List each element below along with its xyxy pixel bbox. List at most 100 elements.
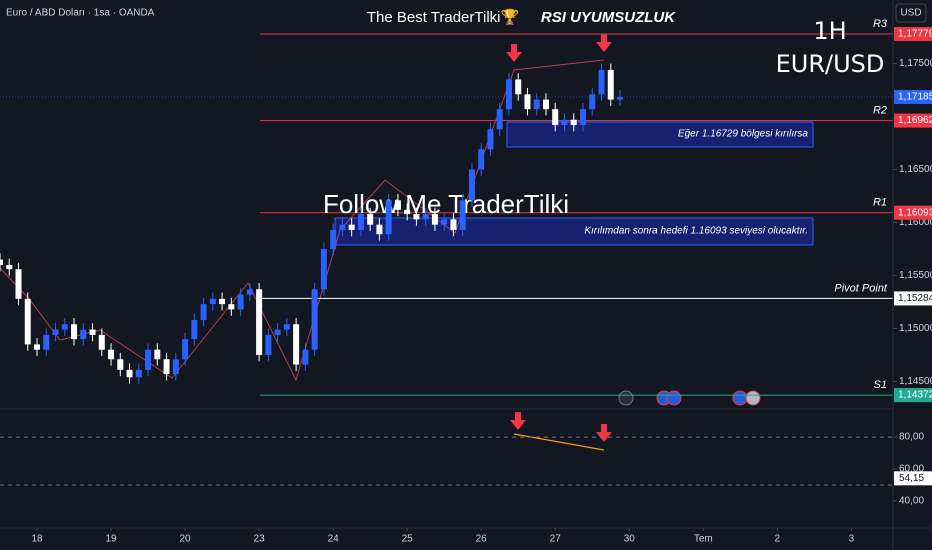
x-tick-label: 18	[31, 534, 43, 545]
candle-body	[117, 359, 124, 370]
candle-body	[413, 214, 420, 220]
candle-body	[34, 344, 41, 350]
rsi-last-label: 54,15	[899, 473, 924, 484]
x-tick-label: 19	[105, 534, 117, 545]
candle-body	[191, 320, 198, 340]
candle-body	[145, 349, 152, 370]
candle-body	[274, 329, 281, 335]
candle-body	[524, 94, 531, 110]
y-tick-label: 1,16500	[899, 164, 932, 175]
level-price-label: 1,16093	[898, 207, 932, 218]
candle-body	[0, 259, 3, 265]
event-icon[interactable]	[618, 390, 634, 406]
candle-body	[265, 334, 272, 356]
candle-body	[459, 200, 466, 230]
currency-button[interactable]	[895, 3, 927, 23]
watermark: Follow Me TraderTilki	[323, 189, 569, 219]
candle-body	[441, 219, 448, 225]
candle-body	[209, 298, 216, 305]
event-icon[interactable]	[732, 390, 748, 406]
level-name: S1	[874, 379, 887, 391]
candle-body	[450, 219, 457, 230]
event-icon[interactable]	[745, 390, 761, 406]
x-tick-label: 27	[550, 534, 562, 545]
candle-body	[330, 229, 337, 250]
x-tick-label: 24	[328, 534, 340, 545]
candle-body	[515, 79, 522, 95]
candle-body	[570, 119, 577, 126]
candle-body	[468, 169, 475, 201]
candle-body	[172, 359, 179, 375]
level-price-tag	[894, 113, 932, 128]
x-tick-label: 23	[254, 534, 266, 545]
level-price-label: 1,14372	[898, 390, 932, 401]
candle-body	[283, 324, 290, 330]
candle-body	[237, 294, 244, 310]
arrow	[510, 412, 526, 430]
candle-body	[533, 99, 540, 110]
level-name: Pivot Point	[834, 282, 888, 294]
level-price-label: 1,15284	[898, 293, 932, 304]
candle-body	[487, 129, 494, 150]
level-name: R2	[873, 105, 887, 117]
x-tick-label: 26	[476, 534, 488, 545]
candle-body	[24, 298, 31, 345]
candle-body	[320, 249, 327, 290]
candle-body	[126, 369, 133, 378]
candle-body	[579, 109, 586, 126]
candle-body	[89, 329, 96, 335]
candle-body	[367, 214, 374, 225]
candle-body	[376, 224, 383, 235]
candle-body	[163, 359, 170, 375]
x-tick-label: 25	[402, 534, 414, 545]
timeframe: 1H	[813, 17, 846, 45]
candle-body	[80, 329, 87, 340]
y-tick-label: 1,16000	[899, 217, 932, 228]
level-price-tag	[894, 388, 932, 403]
zone-upper	[506, 121, 814, 148]
zone-lower-label: Kırılımdan sonra hedefi 1.16093 seviyesi…	[584, 226, 808, 237]
candle-body	[302, 349, 309, 365]
y-tick-label: 60,00	[899, 464, 924, 475]
headline: RSI UYUMSUZLUK	[541, 9, 676, 26]
brand: The Best TraderTilki🏆	[367, 8, 520, 26]
x-tick-label: 20	[180, 534, 192, 545]
candle-body	[542, 99, 549, 110]
candle-body	[561, 119, 568, 126]
candle-body	[348, 224, 355, 230]
zone-upper-label: Eğer 1.16729 bölgesi kırılırsa	[678, 129, 809, 140]
y-tick-label: 1,17500	[899, 58, 932, 69]
candle-body	[219, 298, 226, 305]
candle-body	[394, 200, 401, 210]
candle-body	[246, 289, 253, 295]
arrow	[506, 44, 522, 62]
zone-lower	[334, 217, 814, 246]
candle-body	[228, 304, 235, 310]
x-tick-label: 30	[624, 534, 636, 545]
candle-body	[256, 289, 263, 356]
candle-body	[505, 79, 512, 110]
last-price-tag	[894, 89, 932, 104]
candle-body	[293, 324, 300, 365]
candle-body	[496, 109, 503, 130]
candle-body	[135, 369, 142, 378]
candle-body	[61, 324, 68, 330]
level-name: R1	[873, 197, 887, 209]
candle-body	[607, 69, 614, 100]
y-tick-label: 1,14500	[899, 376, 932, 387]
candle-body	[71, 324, 78, 340]
candle-body	[552, 109, 559, 126]
candle-body	[385, 200, 392, 235]
currency: USD	[900, 8, 921, 19]
rsi-last-tag	[894, 471, 932, 486]
level-price-tag	[894, 27, 932, 42]
candle-body	[617, 96, 624, 100]
level-name: R3	[873, 18, 888, 30]
event-icon[interactable]	[666, 390, 682, 406]
candle-body	[6, 264, 13, 270]
candle-body	[98, 334, 105, 350]
candle-body	[431, 214, 438, 225]
